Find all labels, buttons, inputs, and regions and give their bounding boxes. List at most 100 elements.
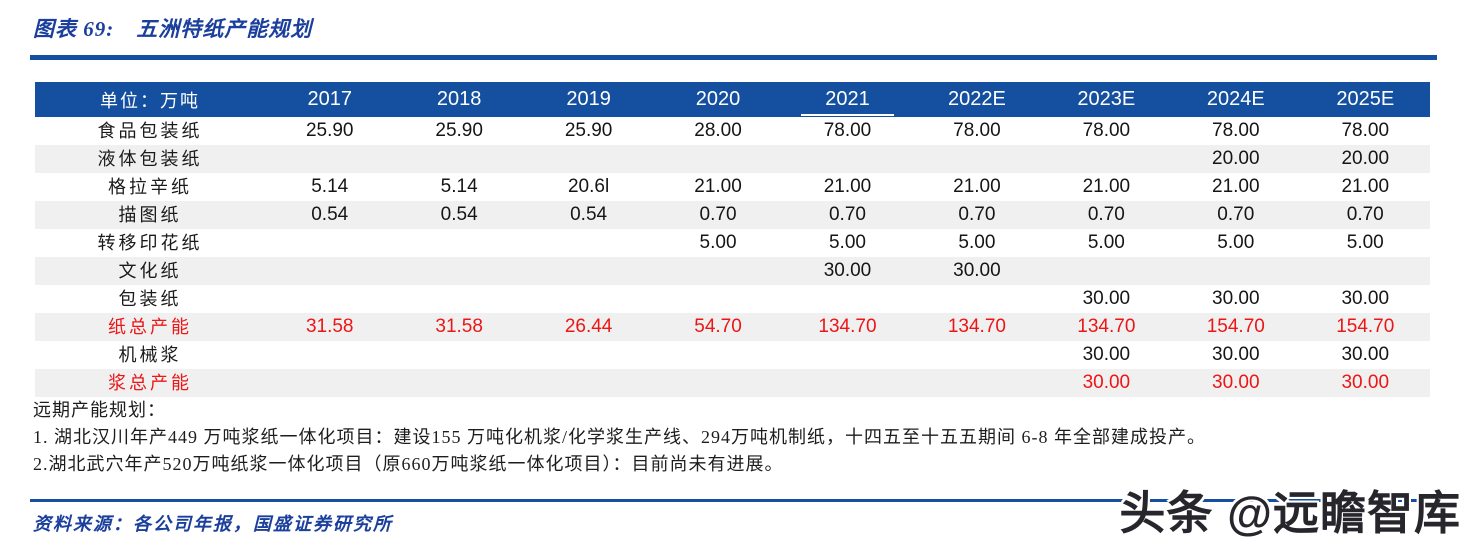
long-term-notes: 远期产能规划： 1. 湖北汉川年产449 万吨浆纸一体化项目：建设155 万吨化… xyxy=(33,397,1353,478)
table-cell xyxy=(1171,257,1300,285)
table-cell xyxy=(265,369,394,397)
column-header-2020: 2020 xyxy=(653,82,783,117)
table-cell xyxy=(524,257,653,285)
table-cell: 20.00 xyxy=(1212,148,1260,169)
table-cell: 31.58 xyxy=(435,316,483,337)
top-divider xyxy=(30,55,1437,60)
table-cell xyxy=(653,341,782,369)
table-cell: 5.00 xyxy=(699,232,737,253)
table-cell xyxy=(265,257,394,285)
column-header-2017: 2017 xyxy=(265,82,395,117)
column-header-2019: 2019 xyxy=(523,82,654,117)
table-cell: 20.00 xyxy=(1341,148,1390,169)
table-cell xyxy=(912,369,1041,397)
table-cell: 5.00 xyxy=(1087,232,1125,253)
row-label: 描图纸 xyxy=(118,205,182,225)
figure-name: 五洲特纸产能规划 xyxy=(136,17,313,41)
column-header-2018: 2018 xyxy=(394,82,524,117)
table-cell: 78.00 xyxy=(1341,120,1390,141)
note-item-2: 2.湖北武穴年产520万吨纸浆一体化项目（原660万吨浆纸一体化项目）：目前尚未… xyxy=(33,454,784,474)
source-line: 资料来源：各公司年报，国盛证券研究所 xyxy=(33,514,393,534)
table-cell xyxy=(653,285,782,313)
table-cell xyxy=(524,145,653,173)
row-label: 纸总产能 xyxy=(108,317,192,337)
table-cell: 0.70 xyxy=(828,204,866,225)
table-cell: 0.70 xyxy=(1217,204,1255,225)
row-label: 文化纸 xyxy=(118,261,182,281)
table-cell: 30.00 xyxy=(1082,344,1131,365)
table-cell xyxy=(1042,257,1171,285)
capacity-table: 单位：万吨 2017 2018 2019 2020 2021 2022E 2023E 2024E… xyxy=(35,82,1430,397)
table-cell: 31.58 xyxy=(305,316,354,337)
table-cell: 25.90 xyxy=(305,120,354,141)
table-row: 转移印花纸 5.00 5.00 5.00 5.00 5.00 5.00 xyxy=(35,229,1430,257)
figure-title: 图表 69: 五洲特纸产能规划 xyxy=(33,13,312,43)
table-cell xyxy=(524,229,653,257)
table-cell xyxy=(394,285,523,313)
table-cell: 21.00 xyxy=(953,176,1001,197)
table-cell: 30.00 xyxy=(1212,372,1260,393)
table-cell: 0.54 xyxy=(311,204,349,225)
table-cell: 30.00 xyxy=(823,260,872,281)
table-row: 液体包装纸 20.00 20.00 xyxy=(35,145,1430,173)
table-cell: 25.90 xyxy=(435,120,483,141)
table-cell: 0.70 xyxy=(1346,204,1384,225)
table-row: 描图纸 0.54 0.54 0.54 0.70 0.70 0.70 0.70 0.70 0.70 xyxy=(35,201,1430,229)
table-cell xyxy=(912,285,1041,313)
column-header-2025E: 2025E xyxy=(1300,82,1430,117)
table-cell: 30.00 xyxy=(1212,288,1260,309)
table-cell: 134.70 xyxy=(947,316,1006,337)
figure-label: 图表 69: xyxy=(33,17,115,41)
row-label: 食品包装纸 xyxy=(97,121,203,141)
table-cell xyxy=(912,341,1041,369)
table-cell xyxy=(524,369,653,397)
table-row: 格拉辛纸 5.14 5.14 20.6l 21.00 21.00 21.00 21.00 21.… xyxy=(35,173,1430,201)
table-cell xyxy=(394,369,523,397)
table-row: 纸总产能 31.58 31.58 26.44 54.70 134.70 134.70 134.… xyxy=(35,313,1430,341)
table-cell xyxy=(783,369,912,397)
table-cell: 30.00 xyxy=(1341,288,1390,309)
table-cell: 30.00 xyxy=(1341,372,1390,393)
table-cell: 21.00 xyxy=(1082,176,1131,197)
table-header-row: 单位：万吨 2017 2018 2019 2020 2021 2022E 2023E 2024E… xyxy=(35,82,1430,117)
column-header-2024E: 2024E xyxy=(1171,82,1301,117)
table-cell: 21.00 xyxy=(694,176,742,197)
row-label: 格拉辛纸 xyxy=(108,177,192,197)
table-cell: 30.00 xyxy=(1082,372,1131,393)
watermark: 头条 @远瞻智库 xyxy=(1119,487,1461,539)
table-cell: 134.70 xyxy=(818,316,877,337)
table-cell: 30.00 xyxy=(1082,288,1131,309)
table-cell: 0.54 xyxy=(570,204,608,225)
table-cell xyxy=(394,229,523,257)
unit-header: 单位：万吨 xyxy=(35,82,265,117)
table-cell: 0.70 xyxy=(699,204,737,225)
table-row: 机械浆 30.00 30.00 30.00 xyxy=(35,341,1430,369)
table-cell: 78.00 xyxy=(823,120,872,141)
table-cell xyxy=(524,285,653,313)
table-cell xyxy=(265,145,394,173)
table-cell: 26.44 xyxy=(564,316,613,337)
table-cell: 21.00 xyxy=(1212,176,1260,197)
table-cell: 5.00 xyxy=(1346,232,1384,253)
table-cell: 5.14 xyxy=(311,176,349,197)
table-cell xyxy=(265,341,394,369)
table-cell xyxy=(783,145,912,173)
row-label: 包装纸 xyxy=(118,289,182,309)
table-cell: 0.70 xyxy=(958,204,996,225)
table-cell: 0.70 xyxy=(1087,204,1125,225)
table-row: 文化纸 30.00 30.00 xyxy=(35,257,1430,285)
column-header-2022E: 2022E xyxy=(912,82,1042,117)
table-cell: 0.54 xyxy=(440,204,478,225)
table-cell xyxy=(265,229,394,257)
table-cell xyxy=(394,341,523,369)
table-cell xyxy=(394,145,523,173)
row-label: 浆总产能 xyxy=(108,373,192,393)
table-cell xyxy=(653,145,782,173)
table-cell: 78.00 xyxy=(953,120,1001,141)
table-cell: 21.00 xyxy=(823,176,872,197)
table-cell xyxy=(912,145,1041,173)
row-label: 机械浆 xyxy=(118,345,182,365)
table-cell: 30.00 xyxy=(953,260,1001,281)
table-cell: 134.70 xyxy=(1077,316,1136,337)
